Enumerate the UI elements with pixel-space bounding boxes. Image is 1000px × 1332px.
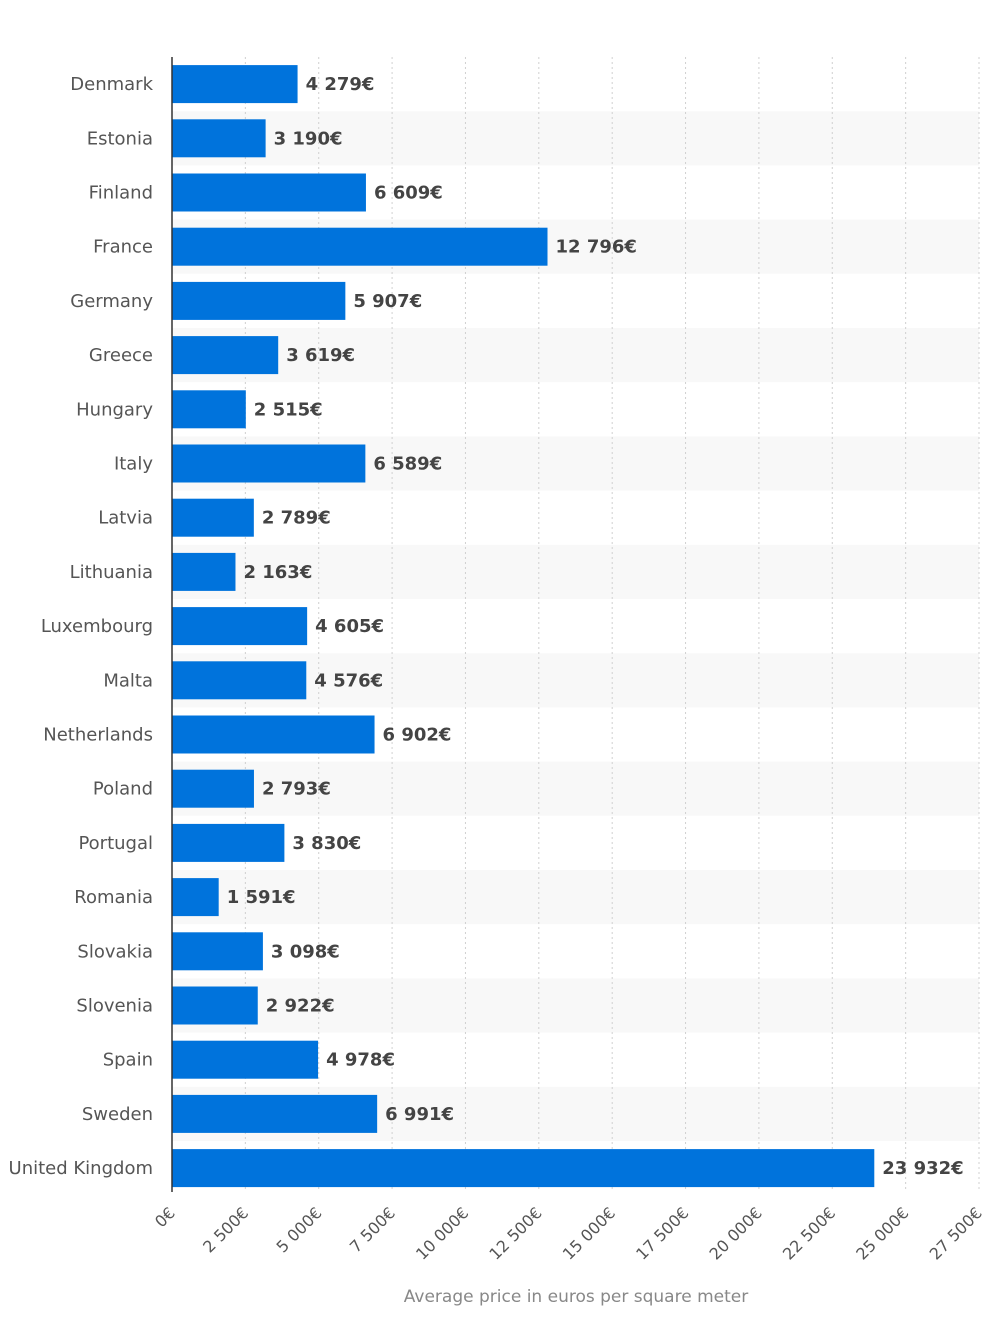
value-label: 6 991€ [385, 1104, 454, 1125]
x-tick-label: 17 500€ [632, 1203, 692, 1263]
bar [172, 715, 375, 754]
value-label: 3 190€ [274, 128, 343, 149]
value-label: 2 515€ [254, 399, 323, 420]
value-label: 3 098€ [271, 941, 340, 962]
value-label: 4 978€ [326, 1050, 395, 1071]
category-label: Denmark [70, 74, 153, 95]
value-label: 5 907€ [353, 291, 422, 312]
bar [172, 227, 548, 266]
category-label: Italy [114, 454, 153, 475]
row-band [172, 761, 979, 816]
bar [172, 498, 254, 537]
category-label: Luxembourg [41, 616, 153, 637]
x-tick-label: 12 500€ [485, 1203, 545, 1263]
category-label: Portugal [78, 833, 153, 854]
value-label: 6 609€ [374, 183, 443, 204]
bar [172, 552, 236, 591]
category-label: Poland [93, 779, 153, 800]
value-label: 2 922€ [266, 996, 335, 1017]
category-label: Latvia [98, 508, 153, 529]
value-label: 4 279€ [306, 74, 375, 95]
value-label: 1 591€ [227, 887, 296, 908]
category-label: Malta [103, 670, 153, 691]
category-label: France [93, 237, 153, 258]
x-tick-label: 5 000€ [273, 1203, 326, 1256]
value-label: 3 619€ [286, 345, 355, 366]
category-labels: Denmark Estonia Finland France Germany Greece… [9, 74, 154, 1179]
value-label: 6 589€ [373, 454, 442, 475]
value-label: 4 576€ [314, 670, 383, 691]
bar [172, 878, 219, 917]
bar [172, 173, 366, 212]
category-label: Sweden [82, 1104, 153, 1125]
x-tick-label: 22 500€ [779, 1203, 839, 1263]
row-band [172, 111, 979, 166]
row-band [172, 653, 979, 708]
x-tick-label: 7 500€ [346, 1203, 399, 1256]
bar [172, 390, 246, 429]
category-label: Spain [103, 1050, 153, 1071]
row-band [172, 870, 979, 925]
category-label: Lithuania [70, 562, 153, 583]
category-label: Greece [89, 345, 153, 366]
bar [172, 823, 285, 862]
bar [172, 986, 258, 1025]
value-label: 2 793€ [262, 779, 331, 800]
value-label: 2 163€ [243, 562, 312, 583]
x-tick-label: 2 500€ [199, 1203, 252, 1256]
category-label: Slovakia [77, 941, 153, 962]
value-label: 2 789€ [262, 508, 331, 529]
category-label: Finland [89, 183, 153, 204]
bar [172, 769, 254, 808]
x-tick-label: 10 000€ [412, 1203, 472, 1263]
bar [172, 281, 346, 320]
value-label: 23 932€ [882, 1158, 963, 1179]
bar [172, 1149, 875, 1188]
category-label: Slovenia [76, 996, 153, 1017]
category-label: Germany [70, 291, 153, 312]
bar [172, 607, 308, 646]
bars [172, 65, 875, 1188]
x-tick-label: 15 000€ [559, 1203, 619, 1263]
row-band [172, 328, 979, 383]
value-label: 3 830€ [292, 833, 361, 854]
bar [172, 119, 266, 158]
x-tick-labels: 0€ 2 500€ 5 000€ 7 500€ 10 000€ 12 500€ 15 000… [151, 1203, 986, 1263]
category-label: Estonia [87, 128, 153, 149]
bar [172, 932, 263, 971]
category-label: United Kingdom [9, 1158, 153, 1179]
bar [172, 65, 298, 104]
row-bands [172, 111, 979, 1141]
category-label: Hungary [76, 399, 153, 420]
category-label: Netherlands [43, 725, 153, 746]
value-labels: 4 279€ 3 190€ 6 609€ 12 796€ 5 907€ 3 619€ 2 5… [227, 74, 964, 1179]
x-tick-label: 25 000€ [852, 1203, 912, 1263]
bar [172, 1040, 319, 1079]
bar [172, 336, 279, 375]
value-label: 12 796€ [556, 237, 637, 258]
x-tick-label: 27 500€ [926, 1203, 986, 1263]
x-axis-title: Average price in euros per square meter [404, 1287, 748, 1307]
bar [172, 661, 307, 700]
bar [172, 1094, 378, 1133]
row-band [172, 978, 979, 1033]
bar [172, 444, 366, 483]
category-label: Romania [74, 887, 153, 908]
value-label: 6 902€ [383, 725, 452, 746]
x-tick-label: 20 000€ [706, 1203, 766, 1263]
row-band [172, 544, 979, 599]
x-tick-label: 0€ [151, 1203, 179, 1231]
value-label: 4 605€ [315, 616, 384, 637]
